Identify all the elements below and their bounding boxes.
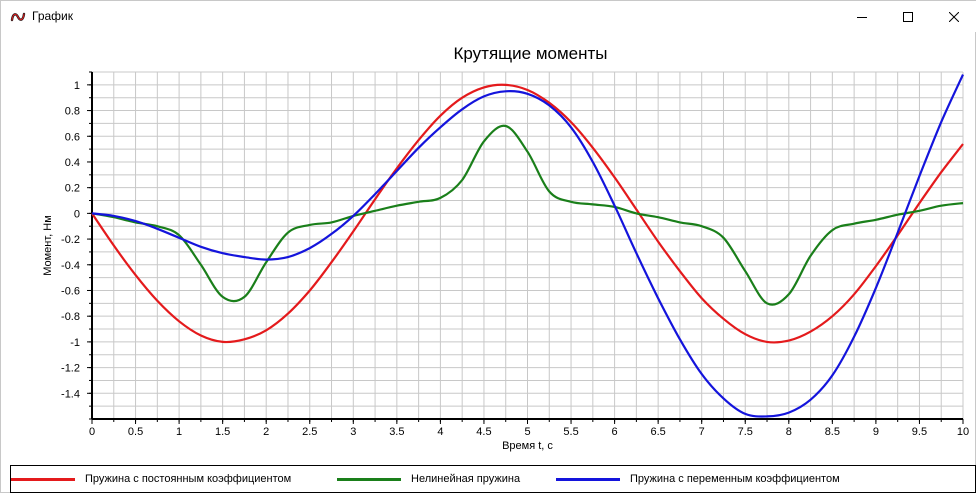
y-tick-label: -1.4 — [61, 388, 80, 400]
x-tick-label: 10 — [957, 426, 969, 438]
close-button[interactable] — [931, 1, 976, 32]
y-tick-label: 0.8 — [65, 106, 80, 118]
legend-label: Пружина с постоянным коэффициентом — [85, 473, 292, 485]
x-tick-label: 2 — [263, 426, 269, 438]
legend-label: Нелинейная пружина — [411, 473, 521, 485]
series-line-constant-spring — [91, 83, 964, 344]
legend-swatch — [556, 477, 620, 481]
x-tick-label: 5.5 — [563, 426, 578, 438]
series-line-variable-spring — [91, 74, 965, 418]
y-tick-label: 0 — [74, 208, 80, 220]
x-axis-label: Время t, с — [502, 440, 553, 452]
minimize-icon — [857, 16, 867, 18]
legend-swatch — [337, 477, 401, 481]
legend-item: Пружина с переменным коэффициентом — [556, 466, 840, 492]
y-tick-label: 0.4 — [65, 157, 80, 169]
x-tick-label: 1.5 — [215, 426, 230, 438]
x-tick-label: 9 — [873, 426, 879, 438]
x-tick-label: 6 — [612, 426, 618, 438]
y-tick-label: 0.2 — [65, 183, 80, 195]
x-tick-label: 9.5 — [912, 426, 927, 438]
minimize-button[interactable] — [839, 1, 885, 32]
x-tick-label: 3.5 — [389, 426, 404, 438]
y-tick-label: -1 — [70, 337, 80, 349]
y-tick-label: -0.8 — [61, 311, 80, 323]
x-tick-label: 2.5 — [302, 426, 317, 438]
legend-item: Нелинейная пружина — [337, 466, 520, 492]
y-tick-label: -0.2 — [61, 234, 80, 246]
x-tick-label: 5 — [524, 426, 530, 438]
x-tick-label: 1 — [176, 426, 182, 438]
x-tick-label: 0 — [89, 426, 95, 438]
window-title: График — [32, 9, 73, 23]
chart-legend: Пружина с постоянным коэффициентом Нелине… — [10, 465, 976, 493]
x-tick-label: 8.5 — [825, 426, 840, 438]
title-bar[interactable]: График — [1, 1, 976, 32]
maximize-icon — [903, 11, 913, 22]
x-tick-label: 4 — [437, 426, 443, 438]
series-line-nonlinear-spring — [91, 124, 964, 306]
torque-line-chart: 0 0.5 1 1.5 2 2.5 3 3.5 4 4.5 5 5.5 6 6.5 7 7.5 8 8.5 9 9.5… — [42, 44, 969, 452]
x-tick-label: 3 — [350, 426, 356, 438]
chart-title: Крутящие моменты — [454, 44, 608, 63]
x-tick-label: 0.5 — [128, 426, 143, 438]
y-tick-label: -0.6 — [61, 285, 80, 297]
x-tick-label: 4.5 — [476, 426, 491, 438]
legend-label: Пружина с переменным коэффициентом — [630, 473, 840, 485]
y-tick-label: -1.2 — [61, 363, 80, 375]
maximize-button[interactable] — [885, 1, 931, 32]
x-tick-label: 7 — [699, 426, 705, 438]
y-tick-label: -0.4 — [61, 260, 80, 272]
legend-swatch — [11, 477, 75, 481]
y-tick-label: 1 — [74, 80, 80, 92]
legend-item: Пружина с постоянным коэффициентом — [11, 466, 291, 492]
chart-app-icon — [10, 12, 26, 22]
x-tick-label: 7.5 — [738, 426, 753, 438]
y-tick-label: 0.6 — [65, 131, 80, 143]
x-tick-label: 6.5 — [651, 426, 666, 438]
y-axis-label: Момент, Нм — [42, 215, 54, 276]
x-tick-label: 8 — [786, 426, 792, 438]
close-icon — [949, 11, 959, 22]
